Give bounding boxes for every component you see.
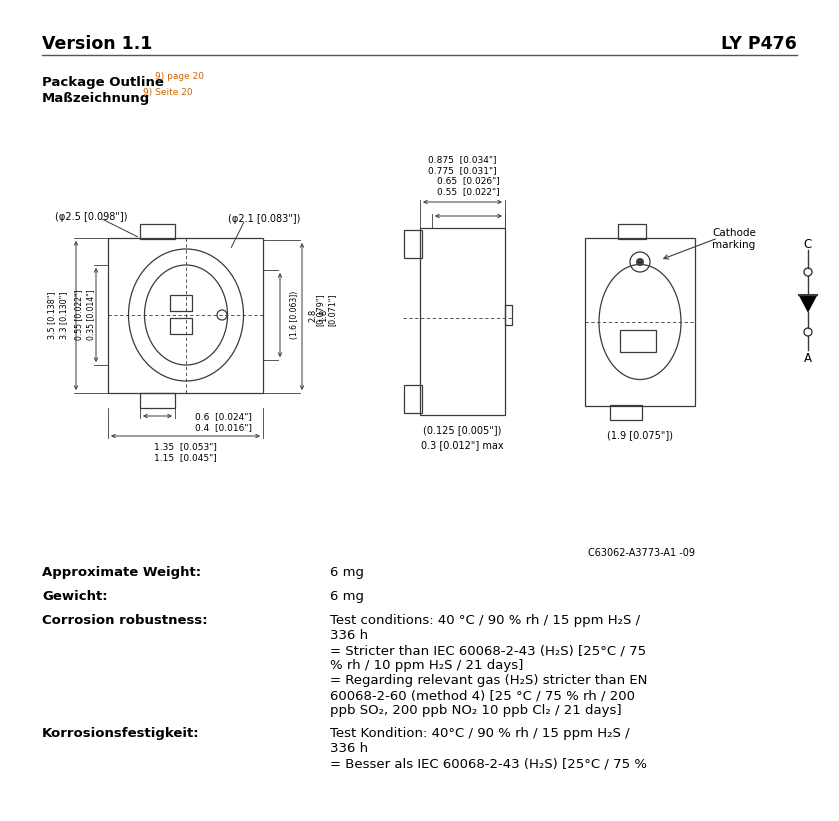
Text: Korrosionsfestigkeit:: Korrosionsfestigkeit: [42,727,200,740]
Text: A: A [804,352,812,365]
Bar [505,305,512,325]
Text: = Regarding relevant gas (H₂S) stricter than EN: = Regarding relevant gas (H₂S) stricter … [330,674,648,687]
Text: Version 1.1: Version 1.1 [42,35,153,53]
Text: 0.875  [0.034"]
0.775  [0.031"]: 0.875 [0.034"] 0.775 [0.031"] [428,155,497,175]
Polygon shape [799,295,817,312]
Text: 6 mg: 6 mg [330,566,364,579]
Bar [585,238,695,406]
Text: % rh / 10 ppm H₂S / 21 days]: % rh / 10 ppm H₂S / 21 days] [330,659,524,672]
Text: LY P476: LY P476 [722,35,797,53]
Text: [0.079"]
[0.071"]: [0.079"] [0.071"] [316,294,336,327]
Bar [404,385,422,413]
Bar [140,224,175,239]
Text: 336 h: 336 h [330,742,368,755]
Text: Cathode
marking: Cathode marking [712,228,756,250]
Text: 1.35  [0.053"]
1.15  [0.045"]: 1.35 [0.053"] 1.15 [0.045"] [154,442,216,462]
Text: 9) page 20: 9) page 20 [155,72,204,81]
Text: ppb SO₂, 200 ppb NO₂ 10 ppb Cl₂ / 21 days]: ppb SO₂, 200 ppb NO₂ 10 ppb Cl₂ / 21 day… [330,704,622,717]
Bar [108,238,263,393]
Text: 0.65  [0.026"]
0.55  [0.022"]: 0.65 [0.026"] 0.55 [0.022"] [436,176,499,196]
Text: (0.125 [0.005"]): (0.125 [0.005"]) [423,425,501,435]
Text: Test Kondition: 40°C / 90 % rh / 15 ppm H₂S /: Test Kondition: 40°C / 90 % rh / 15 ppm … [330,727,629,740]
Circle shape [636,258,644,266]
Text: 0.3 [0.012"] max: 0.3 [0.012"] max [420,440,503,450]
Text: (φ2.1 [0.083"]): (φ2.1 [0.083"]) [228,214,300,224]
Bar [140,393,175,408]
Text: Maßzeichnung: Maßzeichnung [42,92,150,105]
Text: 0.55 [0.022"]
0.35 [0.014"]: 0.55 [0.022"] 0.35 [0.014"] [75,290,96,341]
Bar [620,330,656,352]
Text: C: C [804,238,812,251]
Text: (1.9 [0.075"]): (1.9 [0.075"]) [607,430,673,440]
Text: 2.8
1.8: 2.8 1.8 [308,309,328,322]
Text: (φ2.5 [0.098"]): (φ2.5 [0.098"]) [55,212,128,222]
Text: = Besser als IEC 60068-2-43 (H₂S) [25°C / 75 %: = Besser als IEC 60068-2-43 (H₂S) [25°C … [330,757,647,770]
Text: (1.6 [0.063]): (1.6 [0.063]) [290,291,299,339]
Text: 0.6  [0.024"]
0.4  [0.016"]: 0.6 [0.024"] 0.4 [0.016"] [195,412,252,432]
Bar [420,228,505,415]
Bar [404,230,422,258]
Text: 60068-2-60 (method 4) [25 °C / 75 % rh / 200: 60068-2-60 (method 4) [25 °C / 75 % rh /… [330,689,635,702]
Text: Corrosion robustness:: Corrosion robustness: [42,614,207,627]
Text: C63062-A3773-A1 -09: C63062-A3773-A1 -09 [588,548,695,558]
Text: 336 h: 336 h [330,629,368,642]
Text: Package Outline: Package Outline [42,76,164,89]
Text: 9) Seite 20: 9) Seite 20 [143,88,193,97]
Bar [170,295,192,311]
Bar [610,405,642,420]
Text: 6 mg: 6 mg [330,590,364,603]
Bar [170,318,192,334]
Text: Test conditions: 40 °C / 90 % rh / 15 ppm H₂S /: Test conditions: 40 °C / 90 % rh / 15 pp… [330,614,640,627]
Text: Gewicht:: Gewicht: [42,590,107,603]
Text: 3.5 [0.138"]
3.3 [0.130"]: 3.5 [0.138"] 3.3 [0.130"] [48,291,69,339]
Bar [618,224,646,239]
Text: = Stricter than IEC 60068-2-43 (H₂S) [25°C / 75: = Stricter than IEC 60068-2-43 (H₂S) [25… [330,644,646,657]
Text: Approximate Weight:: Approximate Weight: [42,566,201,579]
